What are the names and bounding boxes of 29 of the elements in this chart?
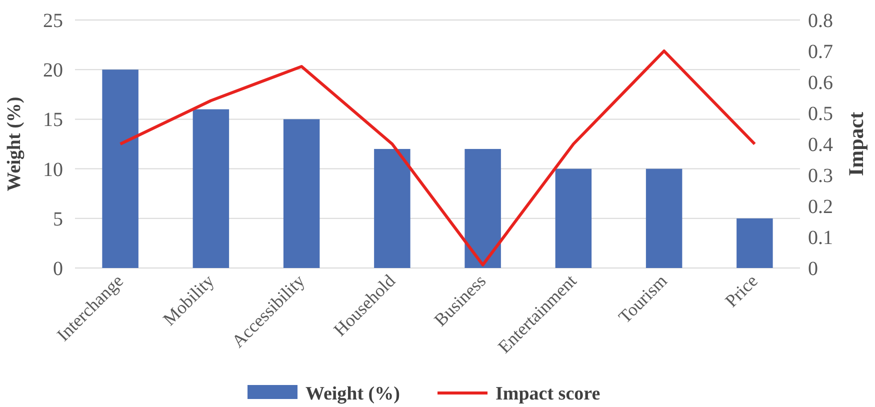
y-tick-label: 5 <box>53 208 63 230</box>
bar <box>102 70 138 268</box>
y2-tick-label: 0.7 <box>808 41 833 63</box>
legend-label: Weight (%) <box>306 384 400 405</box>
y-tick-label: 20 <box>43 60 63 82</box>
bar <box>283 119 320 268</box>
y2-tick-label: 0.1 <box>808 227 833 249</box>
y-axis-title: Weight (%) <box>4 96 25 192</box>
bar <box>464 148 501 268</box>
line-series <box>118 50 756 266</box>
y2-tick-label: 0.3 <box>808 165 833 187</box>
y-tick-label: 25 <box>43 10 63 32</box>
bar <box>374 148 410 268</box>
y2-tick-label: 0.4 <box>808 134 833 156</box>
y2-axis-title: Impact <box>844 112 868 176</box>
y2-tick-label: 0.6 <box>808 72 833 94</box>
y2-tick-label: 0.8 <box>808 10 833 32</box>
y-tick-label: 15 <box>43 109 63 132</box>
bar <box>646 168 682 268</box>
x-tick-label: Price <box>721 270 762 311</box>
bar <box>192 109 230 268</box>
bar <box>736 218 773 268</box>
y2-tick-label: 0.5 <box>808 103 833 125</box>
legend-label: Impact score <box>496 384 600 405</box>
y2-tick-label: 0 <box>808 258 818 280</box>
bar <box>555 168 592 268</box>
y2-tick-label: 0.2 <box>808 196 833 218</box>
y-tick-label: 10 <box>43 158 63 181</box>
y-tick-label: 0 <box>53 258 63 280</box>
